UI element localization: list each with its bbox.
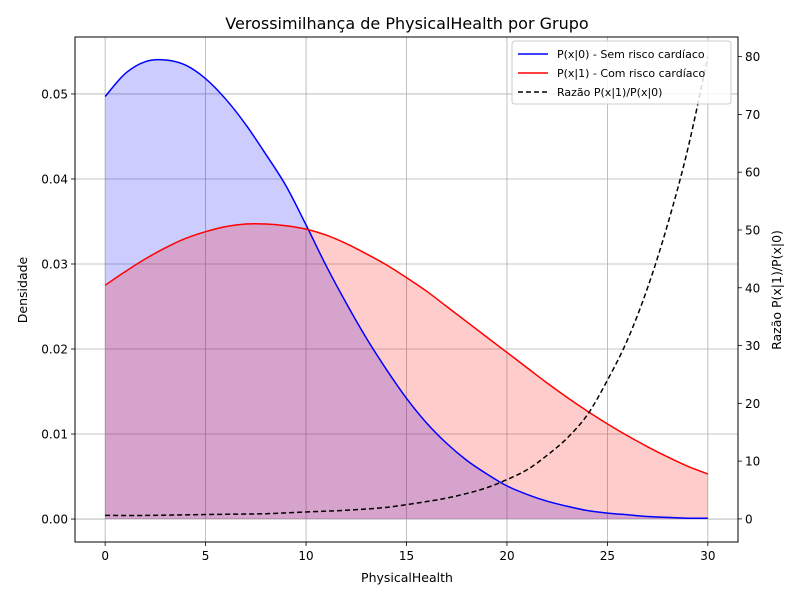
y2-tick-label: 60: [745, 166, 760, 180]
x-tick-label: 15: [399, 549, 414, 563]
x-tick-label: 0: [101, 549, 109, 563]
y-tick-label: 0.04: [41, 172, 68, 186]
x-tick-label: 10: [298, 549, 313, 563]
series-lines: [104, 56, 709, 520]
y-tick-label: 0.02: [41, 343, 68, 357]
x-tick-label: 30: [700, 549, 715, 563]
x-tick-label: 20: [499, 549, 514, 563]
y-tick-label: 0.05: [41, 87, 68, 101]
y2-axis-label: Razão P(x|1)/P(x|0): [769, 230, 784, 350]
x-tick-label: 25: [600, 549, 615, 563]
y-axis-left: 0.00 0.01 0.02 0.03 0.04 0.05: [41, 87, 75, 527]
y-tick-label: 0.01: [41, 428, 68, 442]
y2-tick-label: 20: [745, 397, 760, 411]
x-axis-label: PhysicalHealth: [361, 570, 453, 585]
legend-label-series-com-risco: P(x|1) - Com risco cardíaco: [557, 67, 706, 80]
y2-tick-label: 80: [745, 50, 760, 64]
series-com-risco-area: [105, 223, 708, 520]
y2-tick-label: 40: [745, 281, 760, 295]
y-axis-label: Densidade: [15, 256, 30, 323]
y2-tick-label: 10: [745, 455, 760, 469]
series-sem-risco-area: [105, 59, 708, 520]
chart-title: Verossimilhança de PhysicalHealth por Gr…: [225, 14, 588, 33]
legend-box: [511, 40, 732, 105]
series-razao-line: [105, 56, 709, 517]
legend-label-series-razao: Razão P(x|1)/P(x|0): [557, 86, 662, 99]
y-tick-label: 0.00: [41, 513, 68, 527]
y2-tick-label: 0: [745, 512, 753, 526]
legend-label-series-sem-risco: P(x|0) - Sem risco cardíaco: [557, 48, 705, 61]
x-tick-label: 5: [202, 549, 210, 563]
y-axis-right: 0 10 20 30 40 50 60 70 80: [738, 50, 760, 526]
y2-tick-label: 30: [745, 339, 760, 353]
series-com-risco-line: [104, 223, 709, 475]
series-sem-risco-line: [104, 58, 708, 520]
area-fills: [105, 59, 708, 520]
y-tick-label: 0.03: [41, 257, 68, 271]
legend: P(x|0) - Sem risco cardíaco P(x|1) - Com …: [511, 40, 732, 105]
y2-tick-label: 50: [745, 223, 760, 237]
y2-tick-label: 70: [745, 108, 760, 122]
x-axis: 0 5 10 15 20 25 30: [101, 542, 716, 563]
